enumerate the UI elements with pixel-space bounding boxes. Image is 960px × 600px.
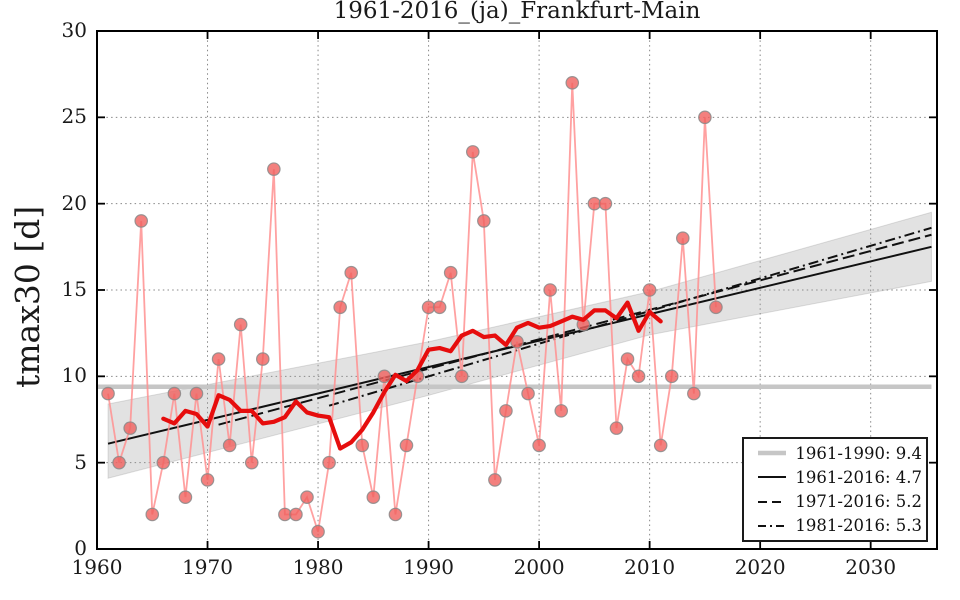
running-mean-line	[161, 300, 663, 451]
legend-line-sample-dashdot	[758, 524, 787, 527]
y-tick-label: 20	[61, 190, 87, 215]
y-tick-label: 0	[74, 536, 87, 560]
legend-entry: 1961-1990: 9.4	[748, 444, 922, 463]
data-point	[112, 455, 126, 470]
legend-label: 1981-2016: 5.3	[795, 516, 922, 536]
x-tick-label: 1990	[403, 555, 455, 579]
data-point	[598, 196, 613, 211]
data-point	[554, 404, 569, 418]
data-point	[167, 386, 182, 401]
data-point	[443, 265, 458, 280]
legend-entry: 1961-2016: 4.7	[748, 468, 922, 487]
annual-series-line	[107, 82, 717, 533]
data-point	[477, 214, 491, 228]
y-tick-label: 30	[61, 18, 87, 42]
legend-line-sample-solid	[758, 476, 787, 479]
x-tick-label: 1960	[71, 555, 123, 579]
data-point	[200, 473, 215, 487]
data-point	[377, 369, 392, 384]
data-point	[399, 438, 414, 453]
data-point	[675, 231, 690, 245]
data-point	[145, 507, 160, 522]
legend-label: 1961-1990: 9.4	[795, 443, 922, 463]
legend-line-sample-gray	[758, 450, 787, 456]
x-tick-label: 1970	[182, 555, 233, 579]
legend-label: 1961-2016: 4.7	[795, 467, 922, 487]
data-point	[454, 369, 469, 384]
data-point	[687, 386, 701, 401]
x-tick-label: 1980	[292, 555, 344, 579]
y-tick-label: 25	[61, 104, 87, 129]
data-point	[653, 438, 668, 453]
data-point	[300, 490, 314, 504]
data-point	[222, 438, 237, 453]
data-point	[333, 300, 347, 315]
data-point	[211, 352, 226, 366]
data-point	[267, 162, 281, 176]
data-point	[189, 386, 204, 401]
y-tick-label: 15	[61, 277, 87, 301]
data-point	[123, 421, 137, 435]
data-point	[698, 110, 712, 125]
data-point	[532, 438, 546, 453]
x-tick-label: 2010	[624, 555, 676, 579]
data-point	[233, 317, 248, 332]
data-point	[311, 524, 325, 539]
legend-entry: 1981-2016: 5.3	[748, 516, 922, 535]
data-point	[432, 300, 447, 315]
data-point	[565, 76, 580, 90]
x-tick-label: 2020	[734, 555, 786, 579]
data-point	[388, 507, 403, 522]
data-point	[521, 386, 535, 401]
data-point	[344, 265, 359, 280]
legend-entry: 1971-2016: 5.2	[748, 492, 922, 511]
data-point	[178, 490, 193, 504]
chart-title: 1961-2016_(ja)_Frankfurt-Main	[333, 0, 701, 24]
data-point	[642, 283, 657, 297]
trend-1981-2016-line	[328, 226, 932, 407]
y-tick-label: 5	[74, 449, 87, 474]
data-point	[664, 369, 679, 384]
data-point	[488, 473, 502, 487]
legend: 1961-1990: 9.4 1961-2016: 4.7 1971-2016: 5…	[742, 437, 928, 542]
data-point	[355, 438, 370, 453]
legend-line-sample-dashed	[758, 500, 787, 503]
data-point	[631, 369, 646, 384]
data-point	[156, 455, 171, 470]
data-point	[465, 145, 480, 159]
data-point	[609, 421, 624, 435]
data-point	[510, 334, 524, 349]
x-tick-label: 2030	[845, 555, 897, 579]
data-point	[499, 404, 513, 418]
data-point	[244, 455, 259, 470]
data-point	[709, 300, 723, 315]
data-point	[620, 352, 635, 366]
data-point	[255, 352, 270, 366]
legend-label: 1971-2016: 5.2	[795, 492, 922, 512]
data-point	[543, 283, 557, 297]
x-tick-label: 2000	[513, 555, 565, 579]
data-point	[289, 507, 303, 522]
trend-1971-2016-line	[218, 233, 932, 426]
data-point	[366, 490, 381, 504]
data-point	[101, 386, 115, 401]
data-point	[134, 214, 149, 228]
data-point	[322, 455, 336, 470]
y-tick-label: 10	[61, 363, 87, 388]
